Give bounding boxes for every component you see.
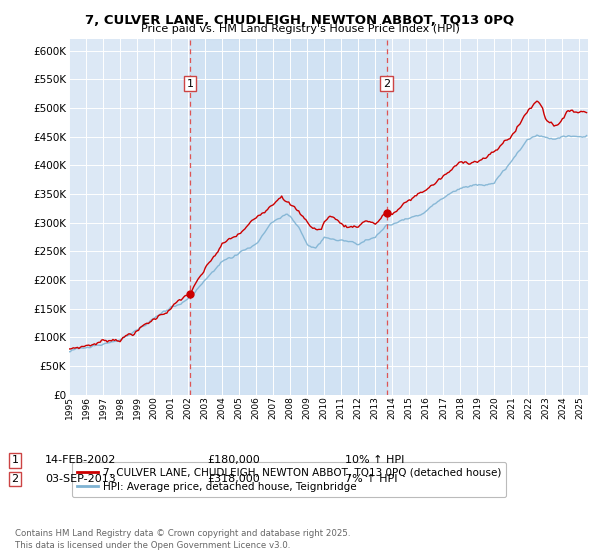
Bar (190, 39, 386, 395)
Text: 14-FEB-2002: 14-FEB-2002 (45, 455, 116, 465)
Text: 7% ↑ HPI: 7% ↑ HPI (345, 474, 398, 484)
Text: Price paid vs. HM Land Registry's House Price Index (HPI): Price paid vs. HM Land Registry's House … (140, 24, 460, 34)
Text: 1: 1 (11, 455, 19, 465)
Text: 10% ↑ HPI: 10% ↑ HPI (345, 455, 404, 465)
Text: 2: 2 (11, 474, 19, 484)
Text: £180,000: £180,000 (207, 455, 260, 465)
Text: £318,000: £318,000 (207, 474, 260, 484)
Legend: 7, CULVER LANE, CHUDLEIGH, NEWTON ABBOT, TQ13 0PQ (detached house), HPI: Average: 7, CULVER LANE, CHUDLEIGH, NEWTON ABBOT,… (71, 462, 506, 497)
Text: 1: 1 (187, 78, 194, 88)
Text: 7, CULVER LANE, CHUDLEIGH, NEWTON ABBOT, TQ13 0PQ: 7, CULVER LANE, CHUDLEIGH, NEWTON ABBOT,… (85, 14, 515, 27)
Text: Contains HM Land Registry data © Crown copyright and database right 2025.
This d: Contains HM Land Registry data © Crown c… (15, 529, 350, 550)
Text: 2: 2 (383, 78, 390, 88)
Text: 03-SEP-2013: 03-SEP-2013 (45, 474, 116, 484)
